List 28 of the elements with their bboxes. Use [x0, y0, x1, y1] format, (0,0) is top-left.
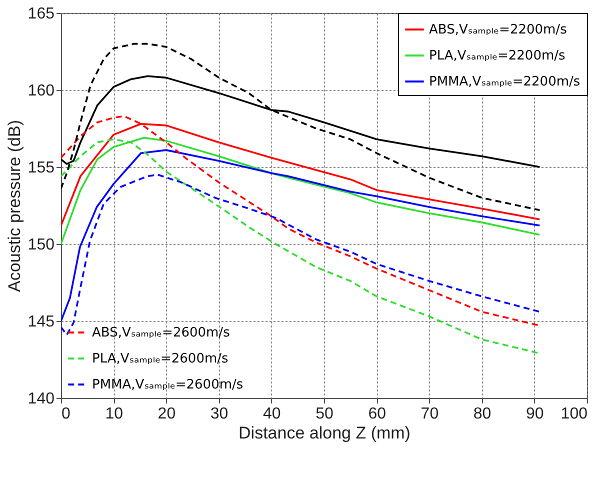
y-axis-title: Acoustic pressure (dB): [4, 120, 24, 292]
x-tick-label: 70: [420, 406, 439, 422]
y-tick-label: 145: [28, 314, 55, 330]
x-tick-label: 80: [473, 406, 492, 422]
line-series: [61, 115, 541, 327]
legend-label: PMMA,Vₛₐₘₚₗₑ=2200m/s: [429, 74, 580, 90]
x-tick-label: 0: [62, 406, 70, 422]
y-tick-label: 150: [28, 236, 55, 254]
x-tick-label: 30: [210, 406, 228, 422]
line-series: [61, 149, 541, 322]
line-series: [61, 174, 541, 336]
x-tick-label: 90: [526, 406, 544, 422]
x-tick-label: 10: [105, 406, 124, 422]
x-tick-label: 50: [316, 406, 334, 422]
legend-label: PLA,Vₛₐₘₚₗₑ=2600m/s: [92, 352, 229, 366]
x-tick-label: 20: [158, 406, 176, 422]
y-tick-label: 155: [28, 160, 55, 176]
x-tick-label: 40: [263, 406, 281, 422]
y-tick-label: 160: [28, 82, 55, 100]
y-tick-label: 165: [28, 6, 55, 22]
y-tick-label: 140: [28, 390, 55, 408]
x-axis-title: Distance along Z (mm): [238, 424, 410, 442]
legend-label: ABS,Vₛₐₘₚₗₑ=2200m/s: [429, 22, 568, 38]
legend-label: PMMA,Vₛₐₘₚₗₑ=2600m/s: [92, 378, 244, 392]
x-tick-label: 60: [368, 406, 386, 422]
legend-label: ABS,Vₛₐₘₚₗₑ=2600m/s: [92, 326, 230, 340]
legend-label: PLA,Vₛₐₘₚₗₑ=2200m/s: [429, 48, 566, 64]
x-tick-label: 100: [560, 406, 588, 422]
